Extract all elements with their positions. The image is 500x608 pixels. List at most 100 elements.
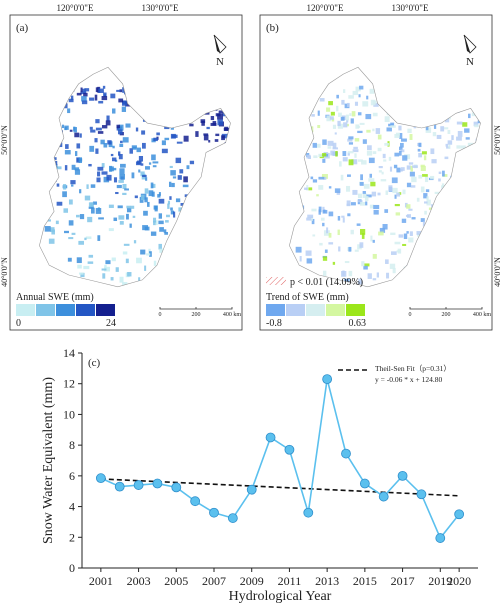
snow-pixel — [123, 243, 130, 246]
snow-pixel — [364, 263, 370, 267]
snow-pixel — [424, 176, 429, 183]
snow-pixel — [81, 100, 88, 105]
snow-pixel — [368, 157, 375, 164]
snow-pixel — [392, 187, 398, 194]
snow-pixel — [105, 120, 111, 126]
snow-pixel — [346, 203, 351, 207]
snow-pixel — [56, 183, 60, 187]
snow-pixel — [395, 212, 401, 216]
snow-pixel — [65, 144, 69, 149]
snow-pixel — [361, 160, 367, 165]
snow-pixel — [359, 242, 364, 248]
snow-pixel — [378, 170, 382, 173]
snow-pixel — [442, 170, 445, 177]
snow-pixel — [116, 184, 122, 189]
snow-pixel — [396, 250, 401, 253]
snow-pixel — [347, 213, 351, 217]
snow-pixel — [384, 142, 390, 146]
snow-pixel — [367, 145, 372, 151]
snow-pixel — [163, 229, 167, 233]
data-point — [435, 533, 446, 543]
snow-pixel — [457, 130, 463, 137]
snow-pixel — [402, 243, 407, 247]
snow-pixel — [390, 125, 396, 128]
snow-pixel — [118, 179, 124, 183]
snow-pixel — [328, 101, 333, 106]
snow-pixel — [161, 148, 168, 154]
snow-pixel — [78, 240, 85, 245]
snow-pixel — [142, 174, 147, 178]
snow-pixel — [357, 112, 362, 116]
snow-pixel — [343, 122, 348, 128]
snow-pixel — [353, 146, 358, 149]
snow-pixel — [86, 184, 89, 189]
snow-pixel — [124, 188, 129, 191]
snow-pixel — [432, 132, 437, 137]
snow-pixel — [203, 133, 209, 136]
snow-pixel — [406, 204, 411, 209]
snow-pixel — [167, 200, 171, 205]
snow-pixel — [411, 217, 416, 220]
snow-pixel — [334, 188, 341, 193]
snow-pixel — [147, 201, 150, 207]
snow-pixel — [217, 113, 224, 120]
snow-pixel — [393, 164, 398, 169]
snow-pixel — [342, 151, 347, 157]
x-tick-label: 2001 — [89, 574, 113, 588]
snow-pixel — [71, 164, 76, 170]
snow-pixel — [342, 217, 345, 223]
snow-pixel — [468, 113, 471, 119]
snow-pixel — [104, 266, 110, 272]
snow-pixel — [448, 144, 451, 149]
snow-pixel — [74, 169, 81, 175]
snow-pixel — [425, 126, 429, 131]
snow-pixel — [90, 129, 96, 133]
snow-pixel — [177, 175, 182, 180]
snow-pixel — [62, 191, 67, 198]
snow-pixel — [117, 129, 123, 135]
snow-pixel — [322, 139, 327, 145]
snow-pixel — [420, 186, 425, 193]
snow-pixel — [361, 261, 365, 267]
snow-pixel — [318, 153, 323, 157]
snow-pixel — [400, 142, 404, 148]
snow-pixel — [424, 210, 427, 215]
snow-pixel — [357, 159, 363, 162]
snow-pixel — [110, 153, 114, 157]
snow-pixel — [322, 158, 326, 163]
snow-pixel — [343, 89, 346, 93]
panel-label: (b) — [266, 22, 279, 34]
snow-pixel — [210, 116, 215, 121]
snow-pixel — [370, 235, 373, 242]
snow-pixel — [140, 163, 144, 166]
snow-pixel — [110, 277, 114, 281]
snow-pixel — [355, 86, 361, 92]
snow-pixel — [336, 105, 339, 112]
snow-pixel — [318, 209, 321, 215]
snow-pixel — [101, 125, 108, 129]
snow-pixel — [55, 166, 62, 170]
snow-pixel — [119, 168, 125, 175]
snow-pixel — [421, 151, 427, 155]
snow-pixel — [130, 205, 135, 209]
snow-pixel — [418, 152, 423, 158]
snow-pixel — [357, 125, 361, 128]
snow-pixel — [89, 145, 95, 152]
snow-pixel — [359, 85, 364, 90]
snow-pixel — [357, 281, 363, 285]
snow-pixel — [169, 196, 172, 200]
snow-pixel — [372, 112, 378, 117]
snow-pixel — [384, 116, 390, 123]
snow-pixel — [331, 118, 335, 122]
snow-pixel — [372, 151, 377, 155]
y-tick-label: 8 — [69, 438, 75, 452]
snow-pixel — [167, 203, 170, 209]
snow-pixel — [148, 162, 152, 165]
snow-pixel — [161, 140, 166, 146]
x-tick-label: 2005 — [164, 574, 188, 588]
snow-pixel — [359, 202, 366, 206]
snow-pixel — [310, 176, 314, 180]
snow-pixel — [94, 94, 98, 101]
snow-pixel — [354, 101, 359, 106]
snow-pixel — [423, 201, 428, 204]
